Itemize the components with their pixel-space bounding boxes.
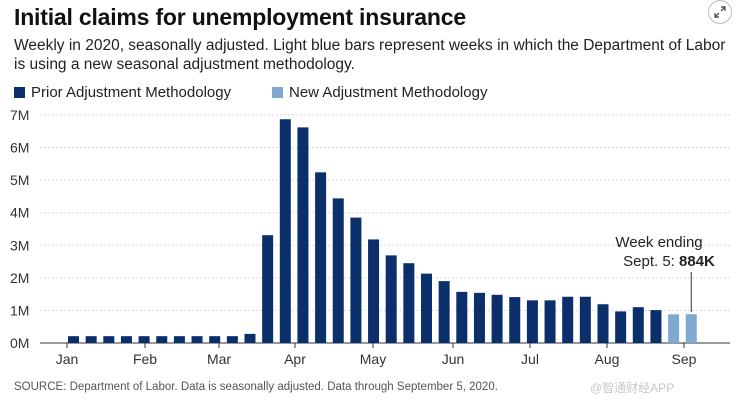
x-tick-label: May — [360, 351, 386, 367]
bar — [526, 300, 538, 343]
source-note: SOURCE: Department of Labor. Data is sea… — [14, 381, 498, 393]
y-tick-label: 5M — [10, 172, 29, 188]
bar — [173, 336, 185, 343]
bar — [438, 281, 450, 343]
bar — [509, 297, 521, 343]
bar — [332, 198, 344, 343]
y-tick-label: 4M — [10, 205, 29, 221]
bar — [456, 291, 468, 343]
expand-button[interactable] — [708, 0, 732, 24]
bar — [120, 336, 132, 343]
y-tick-label: 2M — [10, 270, 29, 286]
y-tick-label: 3M — [10, 237, 29, 253]
x-tick-label: Jun — [442, 351, 465, 367]
bar — [156, 336, 168, 343]
bar — [421, 273, 432, 343]
expand-arrows-icon — [714, 6, 726, 18]
annotation-prefix: Sept. 5: — [623, 253, 679, 270]
y-tick-label: 1M — [10, 302, 29, 318]
bar — [209, 336, 221, 343]
x-tick-label: Mar — [207, 351, 231, 367]
x-tick-label: Sep — [672, 351, 697, 367]
bar — [544, 300, 556, 343]
bar — [615, 311, 627, 343]
chart-title: Initial claims for unemployment insuranc… — [14, 4, 466, 30]
bar — [279, 119, 291, 343]
y-tick-label: 0M — [10, 335, 29, 351]
bar — [368, 239, 380, 343]
bar — [579, 296, 591, 343]
legend-label-new: New Adjustment Methodology — [289, 84, 488, 101]
bar — [473, 292, 485, 343]
bar — [315, 172, 327, 343]
bar — [262, 235, 274, 343]
legend-label-prior: Prior Adjustment Methodology — [31, 84, 232, 101]
bar — [103, 336, 115, 343]
bar — [191, 336, 203, 343]
annotation-value: 884K — [679, 253, 715, 270]
watermark: @智通财经APP — [590, 381, 675, 395]
x-tick-label: Aug — [595, 351, 620, 367]
bar — [68, 336, 79, 343]
bar — [491, 294, 503, 343]
legend-swatch-prior — [14, 87, 25, 98]
bar — [632, 307, 644, 343]
x-tick-label: Feb — [133, 351, 157, 367]
x-tick-label: Jan — [56, 351, 79, 367]
bar — [226, 336, 238, 343]
chart-subtitle: Weekly in 2020, seasonally adjusted. Lig… — [14, 37, 726, 73]
bar — [668, 314, 680, 343]
bar — [244, 333, 256, 343]
bar — [85, 336, 97, 343]
bar — [297, 127, 309, 344]
bar — [350, 217, 362, 343]
bar — [385, 255, 397, 343]
x-tick-label: Apr — [284, 351, 306, 367]
legend-item-prior: Prior Adjustment Methodology — [14, 84, 231, 101]
bar — [685, 314, 697, 343]
x-tick-label: Jul — [521, 351, 539, 367]
annotation-line-1: Week ending — [615, 234, 702, 251]
y-tick-label: 7M — [10, 107, 29, 123]
bar — [403, 263, 415, 343]
y-tick-label: 6M — [10, 140, 29, 156]
bar — [597, 304, 609, 343]
legend-swatch-new — [272, 87, 283, 98]
bar — [562, 296, 574, 343]
bar — [650, 310, 662, 343]
annotation-line-2: Sept. 5: 884K — [623, 253, 715, 270]
bar — [138, 336, 150, 343]
legend-item-new: New Adjustment Methodology — [272, 84, 487, 101]
